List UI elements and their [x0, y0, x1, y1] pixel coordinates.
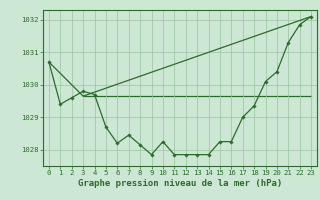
- X-axis label: Graphe pression niveau de la mer (hPa): Graphe pression niveau de la mer (hPa): [78, 179, 282, 188]
